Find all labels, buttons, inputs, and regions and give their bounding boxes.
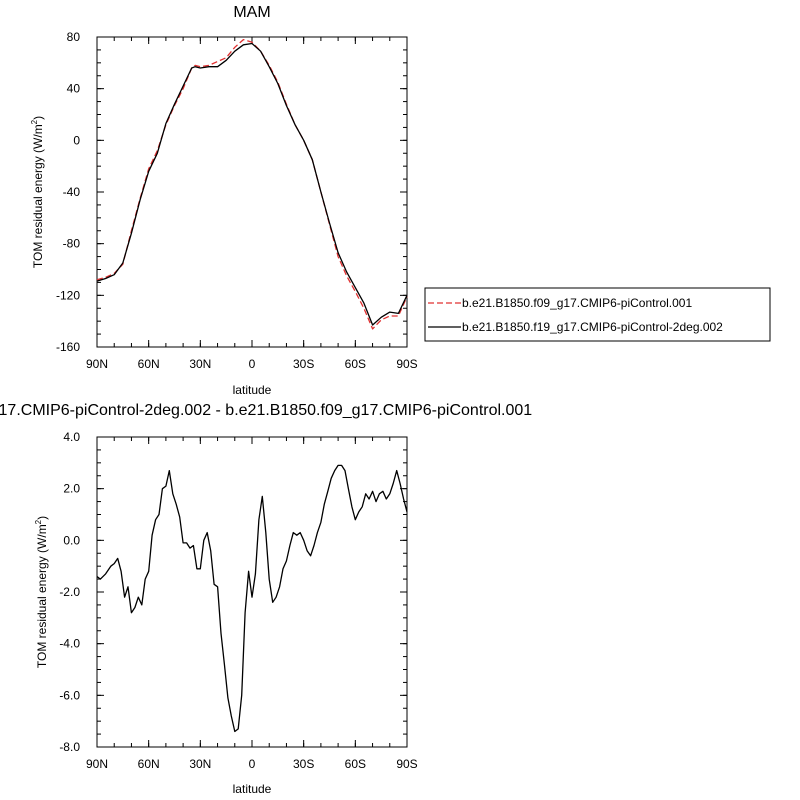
chart-panel-1: MAM 90N 60N 30N 0 30S 60S 90S -160 -120 -80 -40 0 40 8… (30, 4, 771, 397)
series-line-1 (96, 38, 408, 330)
x-tick-label: 0 (249, 357, 256, 371)
x-tick-label: 90S (396, 357, 417, 371)
x-tick-label: 60S (345, 757, 366, 771)
x-axis-label: latitude (233, 782, 272, 796)
plot-frame (96, 36, 408, 348)
y-tick-label: -120 (56, 288, 80, 302)
x-tick-label: 30N (189, 357, 211, 371)
y-axis-label: TOM residual energy (W/m2) (30, 116, 45, 268)
legend-label-2: b.e21.B1850.f19_g17.CMIP6-piControl-2deg… (462, 320, 723, 334)
y-axis-label-text: TOM residual energy (W/m (31, 124, 45, 268)
x-tick-label: 90N (86, 357, 108, 371)
y-tick-label: 0 (73, 133, 80, 147)
y-axis-label-close: ) (35, 516, 49, 520)
x-tick-label: 0 (249, 757, 256, 771)
y-tick-label: 2.0 (63, 482, 80, 496)
series-line-2 (96, 42, 408, 326)
y-tick-label: 0.0 (63, 533, 80, 547)
series-line-1 (96, 464, 408, 733)
x-tick-label: 60N (138, 357, 160, 371)
y-tick-label: -160 (56, 340, 80, 354)
x-tick-label: 30N (189, 757, 211, 771)
y-tick-label: 80 (67, 30, 81, 44)
x-tick-label: 30S (293, 357, 314, 371)
x-tick-label: 60S (345, 357, 366, 371)
y-tick-label: -8.0 (59, 740, 80, 754)
y-tick-label: -80 (63, 237, 81, 251)
x-tick-label: 90N (86, 757, 108, 771)
legend-label-1: b.e21.B1850.f09_g17.CMIP6-piControl.001 (462, 296, 692, 310)
x-tick-label: 60N (138, 757, 160, 771)
y-tick-label: -6.0 (59, 688, 80, 702)
legend-box (424, 287, 771, 342)
legend: b.e21.B1850.f09_g17.CMIP6-piControl.001b… (424, 287, 771, 342)
chart-title: MAM (233, 4, 270, 21)
y-axis-label-superscript: 2 (30, 119, 39, 124)
y-tick-label: 4.0 (63, 430, 80, 444)
chart-title: 9_g17.CMIP6-piControl-2deg.002 - b.e21.B… (0, 402, 532, 419)
y-axis-label: TOM residual energy (W/m2) (34, 516, 49, 668)
y-axis-label-text: TOM residual energy (W/m (35, 524, 49, 668)
y-tick-label: -2.0 (59, 585, 80, 599)
x-tick-label: 30S (293, 757, 314, 771)
y-tick-label: 40 (67, 82, 81, 96)
y-axis-label-superscript: 2 (34, 519, 43, 524)
chart-panel-2: 9_g17.CMIP6-piControl-2deg.002 - b.e21.B… (0, 402, 532, 796)
x-axis-label: latitude (233, 383, 272, 397)
y-axis-label-close: ) (31, 116, 45, 120)
x-tick-label: 90S (396, 757, 417, 771)
y-tick-label: -4.0 (59, 637, 80, 651)
y-tick-label: -40 (63, 185, 81, 199)
